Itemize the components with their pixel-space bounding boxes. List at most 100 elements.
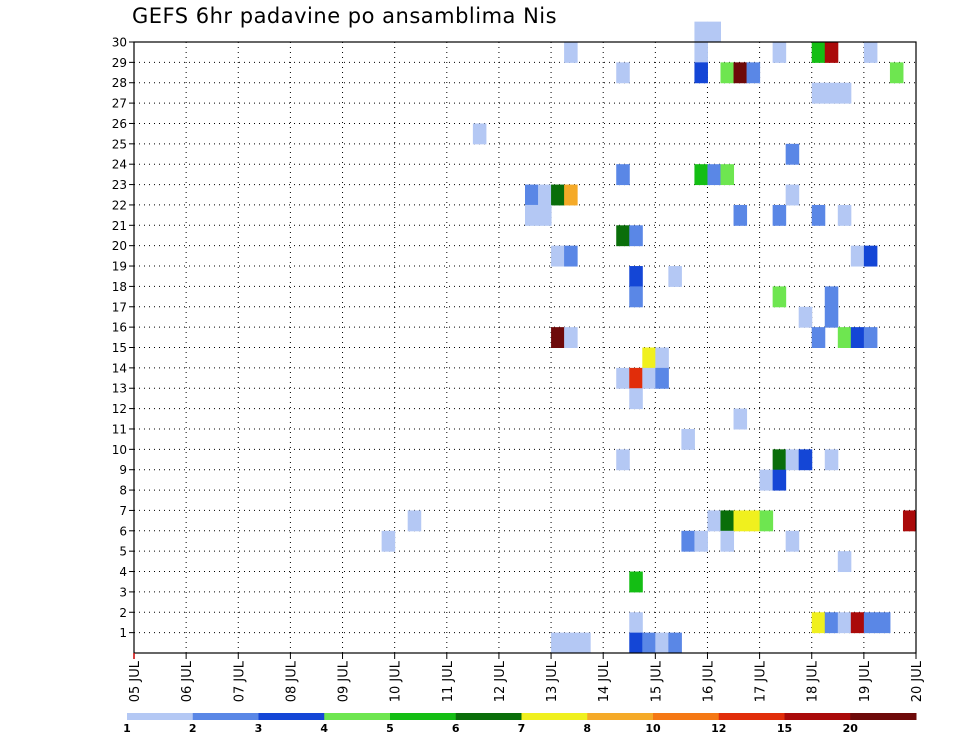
precip-cell (824, 612, 839, 634)
precip-cell (811, 82, 826, 104)
precip-cell (629, 571, 643, 593)
colorbar-segment (850, 713, 917, 720)
precip-cell (902, 510, 917, 532)
precip-cell (551, 245, 565, 267)
y-tick-label: 24 (112, 158, 127, 172)
precip-cell (798, 449, 813, 471)
x-tick-label: 09 JUL (337, 660, 352, 702)
precip-cell (824, 82, 839, 104)
y-tick-label: 22 (112, 198, 127, 212)
precip-cell (707, 21, 721, 43)
precip-cell (629, 632, 643, 654)
precip-cell (785, 530, 800, 552)
precip-cell (564, 42, 578, 63)
colorbar-segment (521, 713, 588, 720)
precip-cell (733, 62, 748, 84)
colorbar-segment (390, 713, 457, 720)
precip-cell (629, 286, 643, 308)
precip-cell (538, 184, 552, 206)
precip-cell (681, 428, 695, 450)
colorbar-segment (653, 713, 720, 720)
colorbar-segment (324, 713, 391, 720)
colorbar-label: 1 (123, 722, 131, 735)
precip-cell (746, 62, 761, 84)
precip-cell (811, 42, 826, 63)
precip-cell (551, 632, 565, 654)
precip-cell (642, 367, 656, 389)
colorbar-label: 10 (645, 722, 661, 735)
precip-cell (772, 42, 787, 63)
precip-cell (746, 510, 761, 532)
colorbar-label: 4 (320, 722, 328, 735)
precip-cell (837, 327, 852, 348)
x-tick-label: 13 JUL (545, 660, 560, 702)
precip-cell (863, 42, 878, 63)
precip-cell (824, 449, 839, 471)
precip-cell (616, 62, 630, 84)
precip-cell (863, 245, 878, 267)
precip-cell (720, 164, 735, 186)
y-tick-label: 1 (119, 626, 127, 640)
y-tick-label: 23 (112, 178, 127, 192)
precip-cell (616, 164, 630, 186)
precip-cell (785, 143, 800, 165)
x-tick-label: 17 JUL (754, 660, 769, 702)
x-tick-label: 11 JUL (441, 660, 456, 702)
precip-cell (616, 225, 630, 247)
precip-cell (824, 42, 839, 63)
precip-cell (629, 225, 643, 247)
precip-cell (720, 530, 735, 552)
y-tick-label: 6 (119, 524, 127, 538)
precip-cell (733, 204, 748, 226)
precip-cell (889, 62, 904, 84)
precip-cell (407, 510, 422, 532)
colorbar-segment (258, 713, 325, 720)
precip-cell (785, 184, 800, 206)
y-tick-label: 28 (112, 76, 127, 90)
precip-cell (564, 327, 578, 348)
precip-cell (798, 306, 813, 328)
y-tick-label: 26 (112, 117, 127, 131)
colorbar-label: 8 (583, 722, 591, 735)
precip-cell (733, 510, 748, 532)
precip-cell (538, 204, 552, 226)
precip-cell (655, 347, 669, 369)
x-tick-label: 20 JUL (910, 660, 925, 702)
precip-cell (759, 469, 774, 491)
y-tick-label: 27 (112, 97, 127, 111)
y-tick-label: 3 (119, 585, 127, 599)
y-tick-label: 21 (112, 219, 127, 233)
colorbar-segment (455, 713, 522, 720)
x-tick-label: 10 JUL (389, 660, 404, 702)
y-tick-label: 14 (112, 361, 127, 375)
y-tick-label: 20 (112, 239, 127, 253)
y-tick-label: 17 (112, 300, 127, 314)
precip-cell (733, 408, 748, 430)
colorbar-label: 20 (843, 722, 859, 735)
colorbar-label: 2 (189, 722, 197, 735)
precip-cell (551, 327, 565, 348)
precip-cell (525, 184, 539, 206)
precip-cell (551, 184, 565, 206)
precip-cell (577, 632, 591, 654)
y-tick-label: 29 (112, 56, 127, 70)
y-tick-label: 2 (119, 606, 127, 620)
precip-cell (668, 266, 682, 287)
precip-cell (863, 612, 878, 634)
precip-cell (811, 612, 826, 634)
precip-cell (811, 327, 826, 348)
precip-cell (837, 82, 852, 104)
precip-cell (616, 367, 630, 389)
y-tick-label: 16 (112, 321, 127, 335)
x-tick-label: 05 JUL (128, 660, 143, 702)
precip-cell (850, 327, 865, 348)
colorbar-label: 6 (452, 722, 460, 735)
precip-cell (694, 21, 708, 43)
precip-cell (772, 449, 787, 471)
precip-cell (629, 266, 643, 287)
y-tick-label: 7 (119, 504, 127, 518)
precip-cell (772, 204, 787, 226)
precip-cell (772, 286, 787, 308)
y-tick-label: 5 (119, 545, 127, 559)
x-tick-label: 14 JUL (597, 660, 612, 702)
